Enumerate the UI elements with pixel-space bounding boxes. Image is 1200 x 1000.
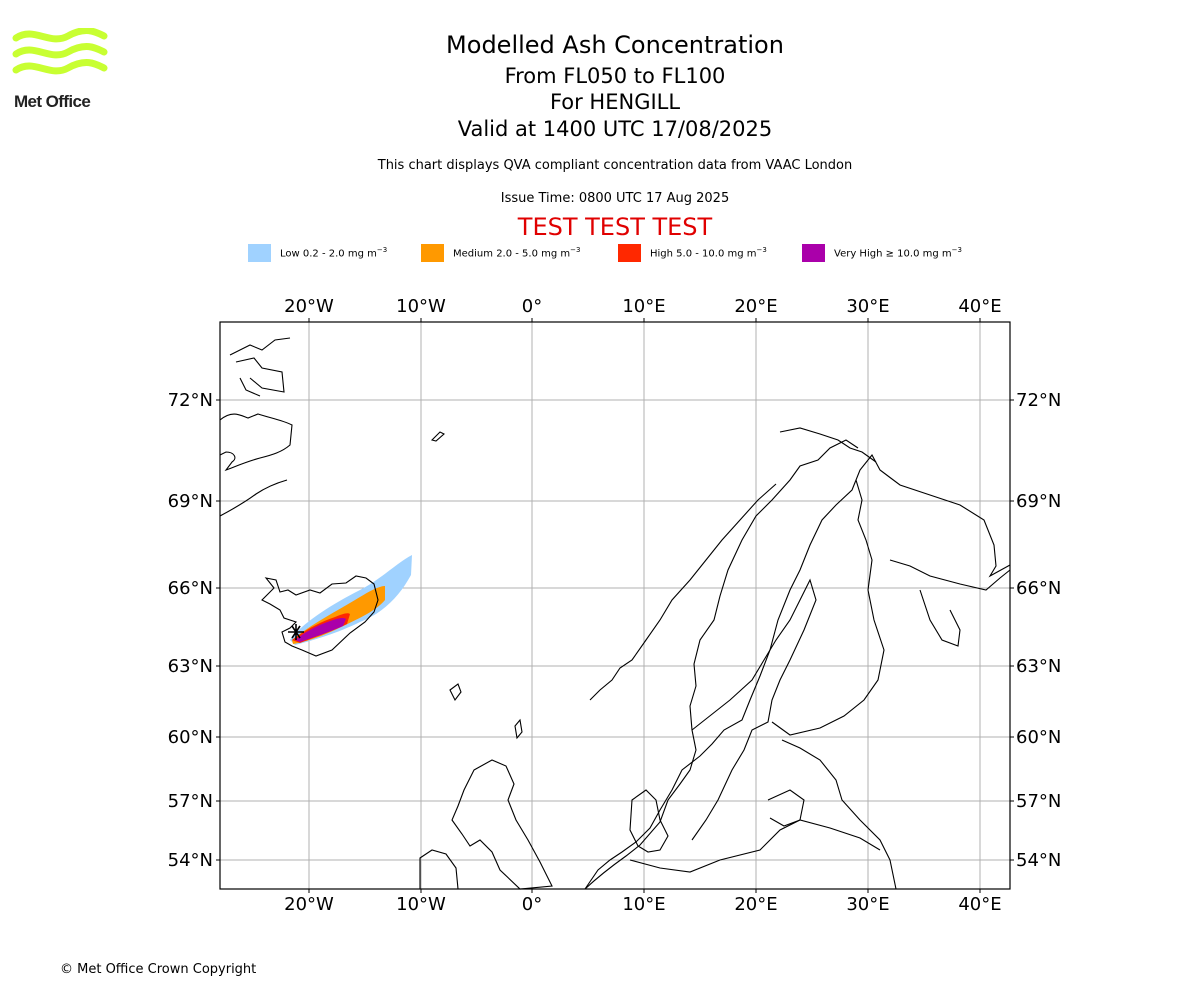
finland-coast <box>771 479 885 736</box>
legend-swatch-low <box>248 244 271 262</box>
kola-peninsula <box>889 559 1011 647</box>
legend-unit: mg m <box>541 248 571 260</box>
lat-label: 66°N <box>168 578 213 599</box>
lon-label: 20°W <box>284 296 334 317</box>
flight-levels: From FL050 to FL100 <box>504 64 726 88</box>
baltic-states <box>767 739 897 890</box>
ash-plume <box>290 555 412 645</box>
lon-labels-bottom: 20°W 10°W 0° 10°E 20°E 30°E 40°E <box>284 894 1001 915</box>
lat-labels-right: 72°N 69°N 66°N 63°N 60°N 57°N 54°N <box>1016 390 1061 871</box>
legend-swatch-medium <box>421 244 444 262</box>
lon-label: 0° <box>522 296 542 317</box>
legend-item-low: Low 0.2 - 2.0 mg m−3 <box>248 244 387 262</box>
chart-title: Modelled Ash Concentration <box>446 31 784 59</box>
ash-very-high-area <box>295 617 346 642</box>
lon-label: 10°E <box>622 296 665 317</box>
axis-ticks <box>216 318 1014 893</box>
legend-name: High <box>650 248 673 260</box>
legend-swatch-very-high <box>802 244 825 262</box>
lat-label: 57°N <box>1016 791 1061 812</box>
lat-label: 60°N <box>168 727 213 748</box>
lat-labels-left: 72°N 69°N 66°N 63°N 60°N 57°N 54°N <box>168 390 213 871</box>
uk-coast <box>451 759 553 890</box>
shetland <box>514 718 523 740</box>
issue-time: Issue Time: 0800 UTC 17 Aug 2025 <box>500 191 730 206</box>
greenland-coast <box>219 413 293 472</box>
lon-label: 30°E <box>846 296 889 317</box>
lon-label: 20°W <box>284 894 334 915</box>
test-banner: TEST TEST TEST <box>517 213 713 241</box>
lat-label: 66°N <box>1016 578 1061 599</box>
lon-label: 20°E <box>734 296 777 317</box>
lat-label: 72°N <box>168 390 213 411</box>
lon-label: 40°E <box>958 296 1001 317</box>
legend-range: 5.0 - 10.0 <box>676 248 725 260</box>
legend-exp: −3 <box>570 246 581 255</box>
compliance-note: This chart displays QVA compliant concen… <box>377 158 853 173</box>
logo-text: Met Office <box>14 92 91 111</box>
legend-item-medium: Medium 2.0 - 5.0 mg m−3 <box>421 244 581 262</box>
lon-label: 10°W <box>396 296 446 317</box>
lat-label: 69°N <box>168 491 213 512</box>
lon-labels-top: 20°W 10°W 0° 10°E 20°E 30°E 40°E <box>284 296 1001 317</box>
lon-label: 20°E <box>734 894 777 915</box>
met-office-logo-icon <box>12 28 108 75</box>
germany-poland-coast <box>629 819 881 873</box>
copyright: © Met Office Crown Copyright <box>60 962 257 977</box>
lat-label: 63°N <box>168 656 213 677</box>
lat-label: 60°N <box>1016 727 1061 748</box>
lon-label: 10°E <box>622 894 665 915</box>
denmark-coast <box>629 789 669 853</box>
legend-unit: mg m <box>922 248 952 260</box>
volcano-marker-icon <box>288 624 304 640</box>
lat-label: 54°N <box>168 850 213 871</box>
map-frame <box>219 321 1011 890</box>
legend-unit: mg m <box>727 248 757 260</box>
iceland-coast <box>261 575 379 657</box>
legend-range: 0.2 - 2.0 <box>302 248 345 260</box>
lon-label: 30°E <box>846 894 889 915</box>
volcano-name: For HENGILL <box>549 90 681 114</box>
sweden-border <box>691 578 817 841</box>
lat-label: 72°N <box>1016 390 1061 411</box>
lat-label: 57°N <box>168 791 213 812</box>
jan-mayen <box>430 431 445 442</box>
coastlines <box>219 337 1011 890</box>
legend-swatch-high <box>618 244 641 262</box>
legend-unit: mg m <box>347 248 377 260</box>
legend-name: Medium <box>453 248 493 260</box>
legend-item-very-high: Very High ≥ 10.0 mg m−3 <box>802 244 962 262</box>
ireland-coast <box>419 849 459 890</box>
legend-item-high: High 5.0 - 10.0 mg m−3 <box>618 244 767 262</box>
norway-coast <box>589 483 777 701</box>
faroe-islands <box>449 683 462 702</box>
map-gridlines <box>220 322 1010 889</box>
legend-name: Low <box>280 248 300 260</box>
lon-label: 10°W <box>396 894 446 915</box>
legend-name: Very High <box>834 248 883 260</box>
scandinavia-coast <box>584 454 1011 890</box>
legend-range: ≥ 10.0 <box>885 248 920 260</box>
lat-label: 69°N <box>1016 491 1061 512</box>
lat-label: 54°N <box>1016 850 1061 871</box>
valid-time: Valid at 1400 UTC 17/08/2025 <box>457 117 773 141</box>
legend-exp: −3 <box>951 246 962 255</box>
lat-label: 63°N <box>1016 656 1061 677</box>
lon-label: 0° <box>522 894 542 915</box>
lon-label: 40°E <box>958 894 1001 915</box>
svalbard-edge <box>779 427 877 463</box>
legend-range: 2.0 - 5.0 <box>496 248 538 260</box>
legend-exp: −3 <box>756 246 767 255</box>
legend-exp: −3 <box>376 246 388 255</box>
